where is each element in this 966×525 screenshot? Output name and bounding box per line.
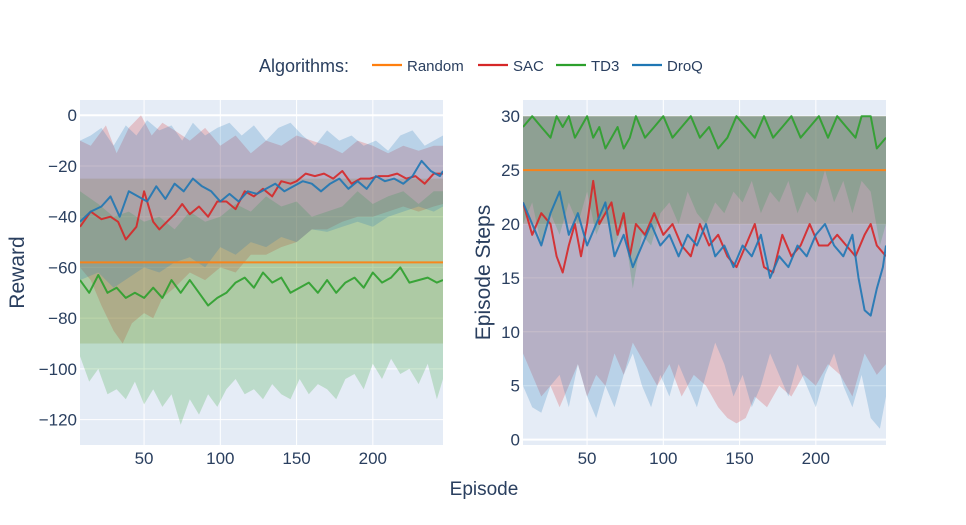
- plot-background: [80, 100, 443, 445]
- y-tick-label: 10: [501, 323, 520, 342]
- line-td3: [523, 115, 886, 150]
- legend-label-sac: SAC: [513, 58, 544, 75]
- legend-label-droq: DroQ: [667, 58, 703, 75]
- episode-steps-subplot: 50 100 150 200 0 5 10 15 20 25 30 Episode Steps: [472, 100, 886, 468]
- line-td3: [80, 266, 443, 307]
- x-tick-label: 150: [282, 449, 310, 468]
- legend: Algorithms: Random SAC TD3 DroQ: [259, 56, 703, 76]
- x-tick-label: 50: [578, 449, 597, 468]
- y-tick-label: −40: [48, 208, 77, 227]
- line-sac: [523, 179, 886, 274]
- y-axis-label: Episode Steps: [472, 205, 495, 340]
- x-tick-label: 200: [359, 449, 387, 468]
- band-sac: [523, 116, 886, 424]
- y-tick-label: −80: [48, 309, 77, 328]
- plot-background: [523, 100, 886, 445]
- band-td3: [80, 191, 443, 425]
- line-droq: [80, 159, 443, 223]
- reward-subplot: 50 100 150 200 0 −20 −40 −60 −80 −100 −120 Reward: [6, 100, 443, 468]
- y-tick-label: 20: [501, 215, 520, 234]
- y-tick-label: −120: [39, 411, 77, 430]
- band-sac: [80, 115, 443, 344]
- y-tick-label: 15: [501, 269, 520, 288]
- shared-x-axis-label: Episode: [450, 479, 519, 500]
- band-droq: [523, 116, 886, 429]
- legend-label-td3: TD3: [591, 58, 619, 75]
- y-tick-label: 0: [68, 106, 77, 125]
- y-tick-label: 30: [501, 107, 520, 126]
- y-tick-label: −100: [39, 360, 77, 379]
- band-td3: [523, 116, 886, 289]
- y-tick-label: −60: [48, 258, 77, 277]
- x-tick-label: 50: [135, 449, 154, 468]
- x-tick-label: 150: [725, 449, 753, 468]
- x-tick-label: 100: [649, 449, 677, 468]
- y-axis-label: Reward: [6, 236, 29, 308]
- y-tick-label: 25: [501, 161, 520, 180]
- legend-label-random: Random: [407, 58, 464, 75]
- y-tick-label: −20: [48, 157, 77, 176]
- band-droq: [80, 120, 443, 288]
- x-tick-label: 200: [802, 449, 830, 468]
- y-tick-label: 5: [511, 377, 520, 396]
- line-droq: [523, 190, 886, 317]
- y-tick-label: 0: [511, 431, 520, 450]
- legend-title: Algorithms:: [259, 56, 349, 76]
- band-random: [80, 178, 443, 344]
- x-tick-label: 100: [206, 449, 234, 468]
